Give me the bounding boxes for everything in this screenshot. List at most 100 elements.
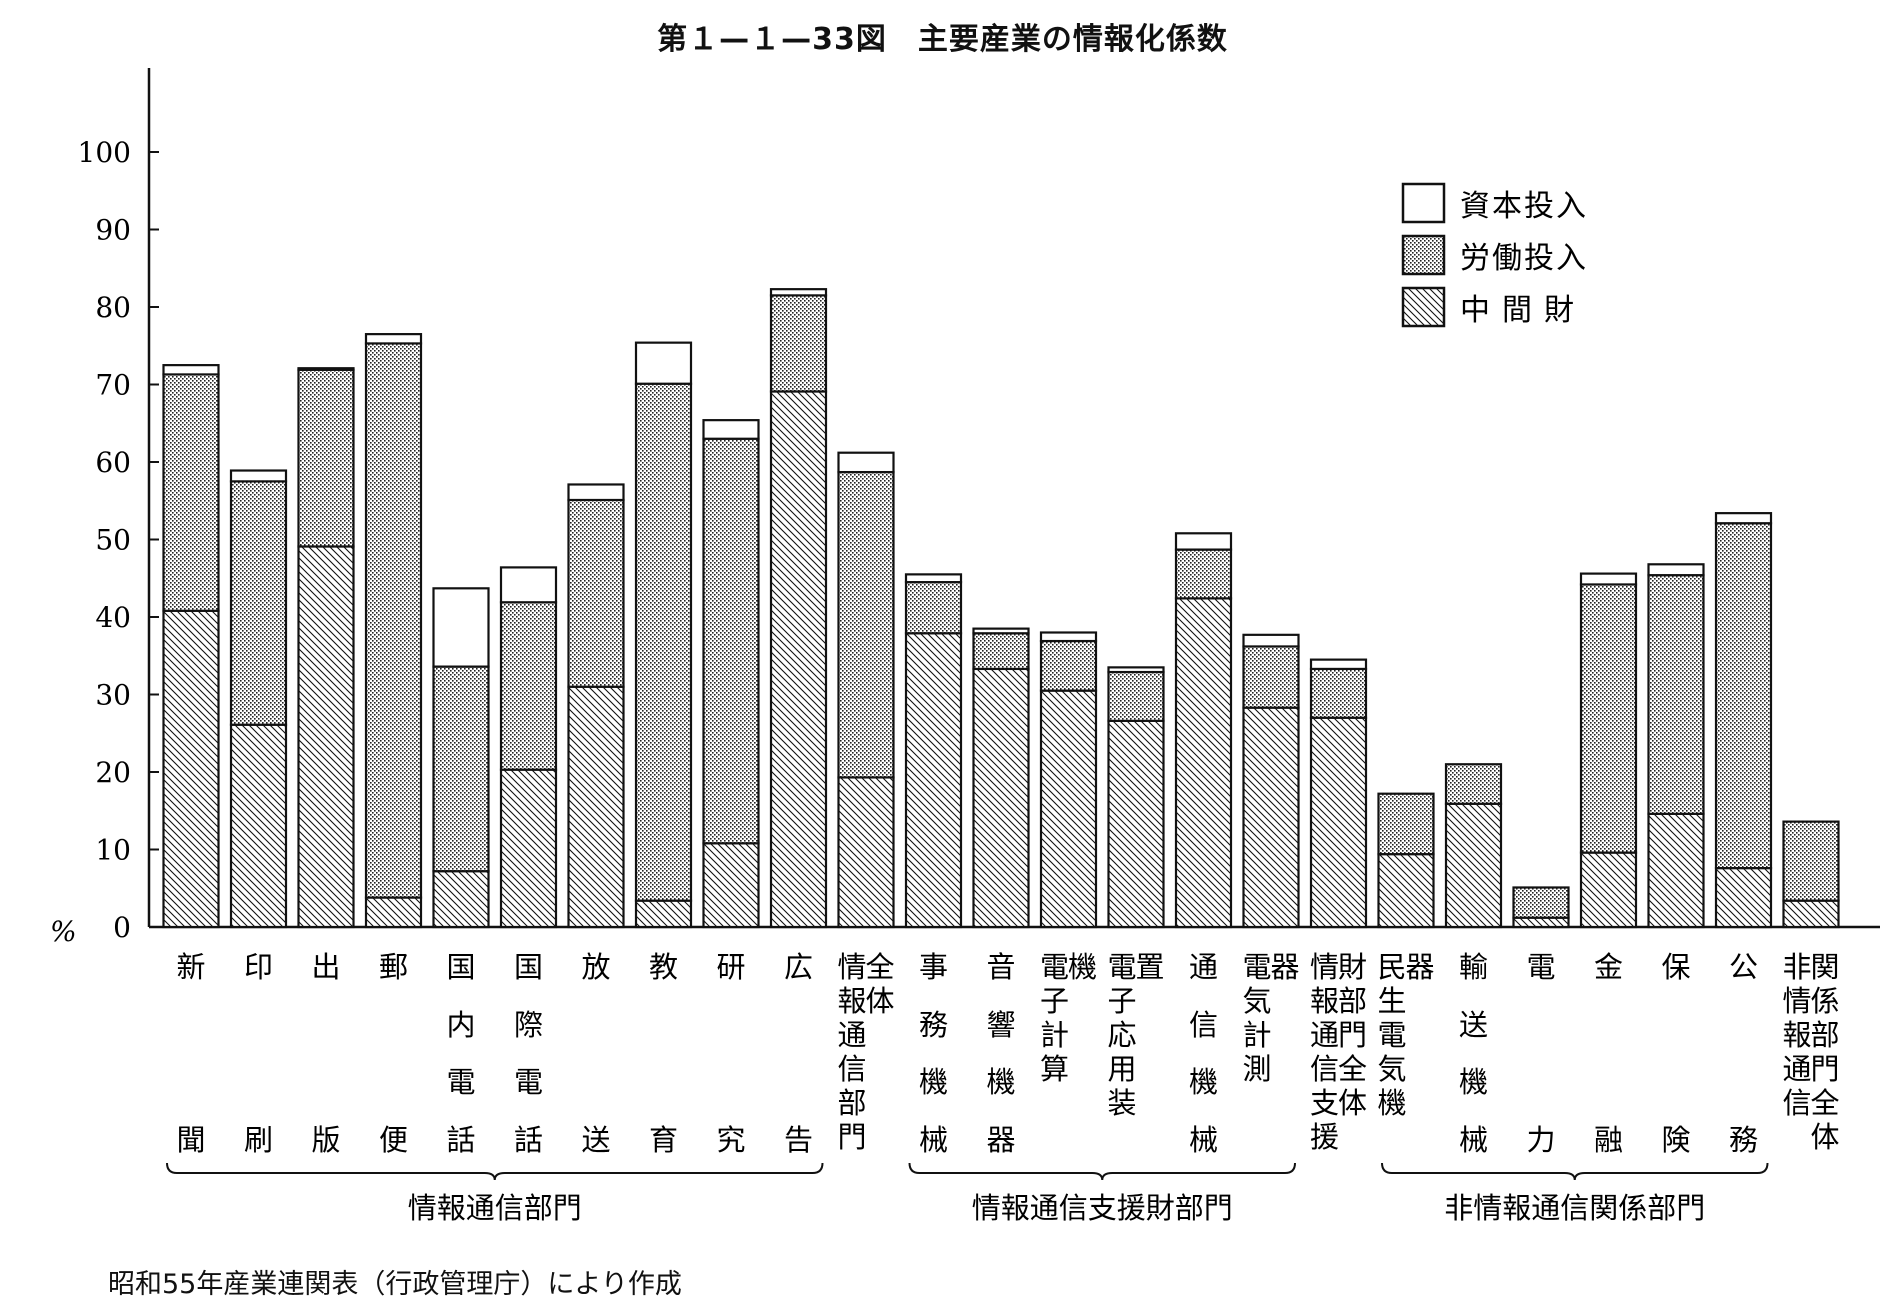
category-label: 保険 (1661, 950, 1690, 1157)
bar-segment (432, 870, 490, 929)
y-tick-label: 10 (95, 834, 131, 867)
y-tick-label: 60 (95, 446, 131, 479)
bar-segment (972, 632, 1030, 671)
category-char: 計 (1242, 1018, 1271, 1052)
y-tick-label: 80 (95, 291, 131, 324)
category-char: 出 (311, 950, 340, 984)
bar-segment (634, 899, 693, 929)
category-char: 械 (1459, 1123, 1488, 1157)
category-char: 信 (1782, 1086, 1811, 1120)
category-char: 話 (446, 1123, 475, 1157)
y-tick-label: 100 (78, 136, 131, 169)
bar-segment (972, 627, 1030, 635)
category-char: 情 (1310, 950, 1339, 984)
category-labels: 新聞印刷出版郵便国内電話国際電話放送教育研究広告全体情報通信部門事務機械音響機器… (176, 950, 1839, 1157)
category-char: 機 (1459, 1065, 1488, 1099)
bar-segment (904, 581, 963, 635)
category-char: 算 (1040, 1052, 1069, 1086)
bar-stack (1039, 631, 1098, 929)
bar-segment (229, 469, 288, 483)
category-char: 部 (837, 1086, 866, 1120)
bar-segment (297, 367, 355, 371)
bracket-line (1381, 1162, 1769, 1181)
category-char: 情 (837, 950, 866, 984)
category-label: 研究 (716, 950, 745, 1157)
bar-stack (1242, 633, 1300, 929)
category-label: 電力 (1526, 950, 1555, 1157)
y-tick-label: 90 (95, 214, 131, 247)
bar-segment (769, 390, 828, 929)
bar-segment (1174, 548, 1233, 600)
bar-segment (297, 545, 355, 929)
category-char: 聞 (176, 1123, 205, 1157)
bar-segment (1647, 812, 1705, 929)
bar-stack (1107, 666, 1165, 929)
bar-segment (1444, 763, 1503, 805)
category-char: 輸 (1459, 950, 1488, 984)
bar-segment (1039, 689, 1098, 929)
category-char: 非 (1782, 950, 1811, 984)
bar-segment (1377, 853, 1435, 929)
category-char: 便 (379, 1123, 408, 1157)
category-label: 新聞 (176, 950, 205, 1157)
category-char: 通 (1782, 1052, 1811, 1086)
y-tick-label: 70 (95, 369, 131, 402)
legend-entry: 資本投入 (1401, 182, 1588, 224)
bar-segment (567, 685, 625, 929)
y-tick-label: 0 (113, 911, 131, 944)
category-char: 信 (837, 1052, 866, 1086)
bar-segment (904, 573, 963, 584)
category-char: 力 (1526, 1123, 1555, 1157)
category-char: 保 (1661, 950, 1690, 984)
category-char: 音 (986, 950, 1015, 984)
category-char: 機 (1068, 950, 1097, 984)
category-label: 出版 (311, 950, 340, 1157)
category-label: 広告 (784, 950, 813, 1157)
category-char: 電 (1377, 1018, 1406, 1052)
category-char: 置 (1135, 950, 1164, 984)
y-tick-label: 30 (95, 679, 131, 712)
group-bracket: 非情報通信関係部門 (1381, 1162, 1769, 1225)
bar-stack (1377, 792, 1435, 929)
bar-segment (162, 373, 220, 612)
bar-segment (1309, 658, 1368, 671)
category-char: 門 (837, 1120, 866, 1154)
category-char: 務 (1729, 1123, 1758, 1157)
bar-segment (1242, 633, 1300, 648)
bar-segment (1579, 851, 1638, 929)
category-char: 械 (919, 1123, 948, 1157)
category-char: 通 (1189, 950, 1218, 984)
bar-segment (499, 566, 558, 604)
legend-label: 資本投入 (1460, 189, 1588, 224)
bar-stack (1512, 886, 1570, 929)
bar-segment (837, 451, 895, 474)
bar-stack (769, 288, 828, 929)
bar-segment (1782, 820, 1840, 902)
category-char: 電 (1040, 950, 1069, 984)
y-tick-label: 40 (95, 601, 131, 634)
bar-segment (769, 288, 828, 297)
category-char: 刷 (244, 1123, 273, 1157)
legend-entry: 労働投入 (1401, 234, 1586, 276)
group-bracket: 情報通信支援財部門 (908, 1162, 1296, 1225)
category-char: 告 (784, 1123, 813, 1157)
bar-stack (1782, 820, 1840, 929)
category-label: 教育 (649, 950, 678, 1157)
bar-stack (364, 333, 423, 929)
category-char: 気 (1377, 1052, 1406, 1086)
source-note: 昭和55年産業連関表（行政管理庁）により作成 (108, 1269, 682, 1300)
category-char: 事 (919, 950, 948, 984)
y-tick-label: 50 (95, 524, 131, 557)
category-char: 関 (1810, 950, 1839, 984)
bar-segment (1107, 666, 1165, 674)
bar-segment (1512, 916, 1570, 929)
bar-segment (1579, 572, 1638, 586)
category-char: 公 (1729, 950, 1758, 984)
bar-stack (837, 451, 895, 929)
